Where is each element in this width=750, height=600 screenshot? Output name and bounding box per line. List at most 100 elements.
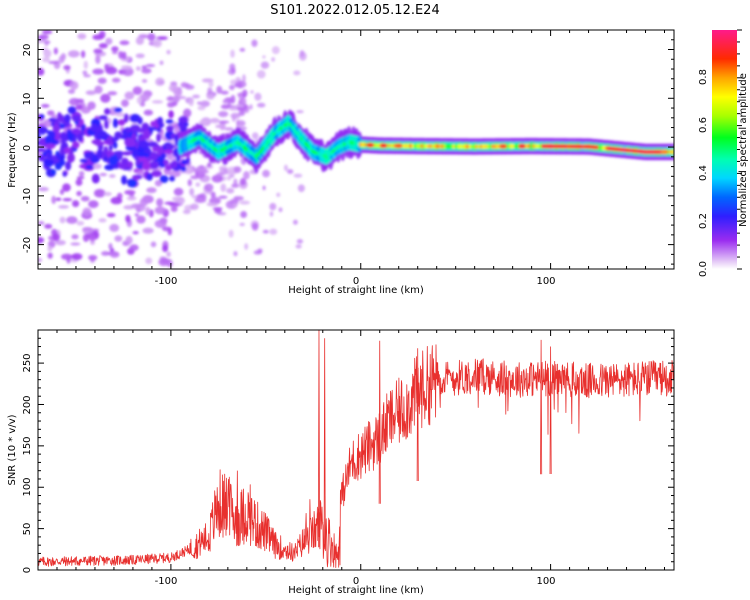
heatmap-cell	[56, 153, 61, 160]
heatmap-cell	[164, 164, 173, 171]
snr-ytick-labels: 0 50 100 150 200 250	[22, 353, 33, 573]
heatmap-cell	[258, 149, 263, 154]
heatmap-cell	[251, 39, 258, 47]
heatmap-cell	[142, 160, 151, 171]
heatmap-cell	[90, 240, 95, 245]
heatmap-cell	[109, 223, 120, 232]
heatmap-cell	[212, 207, 223, 211]
heatmap-cell	[130, 203, 143, 209]
heatmap-cell	[105, 37, 113, 45]
snr-spike	[323, 338, 326, 550]
heatmap-cell	[59, 123, 66, 129]
heatmap-cell	[129, 244, 139, 252]
heatmap-cell	[120, 65, 133, 70]
heatmap-cell	[198, 120, 207, 125]
heatmap-cell	[260, 61, 270, 69]
heatmap-cell	[101, 251, 110, 256]
heatmap-cell	[173, 187, 184, 196]
heatmap-cell	[231, 115, 236, 122]
heatmap-cell	[47, 245, 53, 252]
heatmap-cell	[59, 216, 66, 224]
heatmap-cell	[165, 119, 174, 124]
heatmap-cell	[226, 187, 235, 194]
snr-ytick-label: 200	[22, 395, 33, 414]
heatmap-cell	[38, 68, 45, 76]
heatmap-cell	[48, 117, 57, 123]
heatmap-cell	[141, 79, 148, 83]
snr-xtick-label: 0	[353, 576, 359, 587]
heatmap-cell	[53, 47, 58, 55]
snr-spike	[378, 340, 381, 504]
heatmap-cell	[154, 219, 167, 229]
heatmap-cell	[75, 178, 83, 186]
heatmap-cell	[208, 81, 214, 88]
heatmap-cell	[88, 200, 99, 209]
heatmap-cell	[242, 93, 247, 98]
heatmap-cell	[139, 102, 146, 107]
heatmap-cell	[85, 90, 97, 96]
colorbar-tick-label: 0.8	[698, 69, 709, 85]
heatmap-cell	[66, 216, 78, 224]
heatmap-cell	[295, 244, 302, 249]
heatmap-cell	[119, 40, 130, 46]
snr-spike	[236, 470, 239, 546]
heatmap-cell	[278, 207, 283, 213]
heatmap-cell	[78, 118, 84, 126]
heatmap-cell	[71, 141, 80, 149]
heatmap-cell	[96, 130, 108, 139]
heatmap-cell	[228, 229, 234, 238]
spectrogram-ticks	[38, 29, 674, 269]
heatmap-cell	[143, 109, 154, 116]
heatmap-cell	[100, 93, 111, 103]
heatmap-cell	[283, 164, 288, 172]
heatmap-cell	[176, 197, 186, 204]
snr-spike	[540, 339, 543, 475]
heatmap-cell	[141, 67, 152, 74]
heatmap-cell	[99, 172, 107, 177]
spectrogram-xlabel: Height of straight line (km)	[288, 285, 424, 296]
heatmap-cell	[231, 183, 240, 188]
heatmap-cell	[256, 102, 266, 108]
heatmap-cell	[138, 140, 150, 149]
heatmap-cell	[98, 115, 108, 121]
heatmap-cell	[240, 211, 248, 218]
heatmap-cell	[103, 191, 112, 197]
heatmap-cell	[671, 149, 674, 155]
heatmap-cell	[121, 51, 127, 60]
spectrogram-frame	[37, 29, 675, 270]
heatmap-cell	[43, 159, 55, 165]
heatmap-cell	[197, 105, 206, 111]
heatmap-cell	[142, 227, 154, 234]
heatmap-cell	[178, 116, 189, 124]
heatmap-cell	[109, 251, 120, 258]
heatmap-cell	[225, 200, 237, 209]
heatmap-cell	[124, 205, 132, 210]
heatmap-cell	[43, 40, 51, 44]
heatmap-cell	[71, 115, 81, 122]
heatmap-cell	[41, 103, 50, 108]
heatmap-cell	[146, 173, 153, 181]
heatmap-cell	[135, 160, 142, 166]
heatmap-cell	[163, 149, 174, 155]
heatmap-cell	[251, 132, 259, 140]
heatmap-cell	[287, 169, 294, 174]
heatmap-cell	[38, 126, 48, 134]
heatmap-cell	[38, 186, 49, 192]
heatmap-cell	[263, 143, 267, 148]
snr-spike	[416, 348, 419, 482]
spectrogram-ytick-label: 10	[22, 93, 33, 106]
heatmap-cell	[216, 172, 225, 176]
heatmap-cell	[181, 159, 187, 165]
heatmap-cell	[171, 159, 178, 169]
heatmap-cell	[270, 134, 274, 140]
heatmap-cell	[94, 85, 103, 94]
heatmap-cell	[260, 146, 265, 151]
heatmap-cell	[93, 141, 105, 146]
heatmap-cell	[243, 170, 250, 180]
heatmap-cell	[166, 251, 171, 258]
heatmap-cell	[297, 184, 305, 193]
heatmap-cell	[78, 170, 85, 177]
heatmap-cell	[660, 149, 669, 155]
heatmap-cell	[230, 94, 236, 104]
heatmap-cell	[265, 140, 270, 145]
